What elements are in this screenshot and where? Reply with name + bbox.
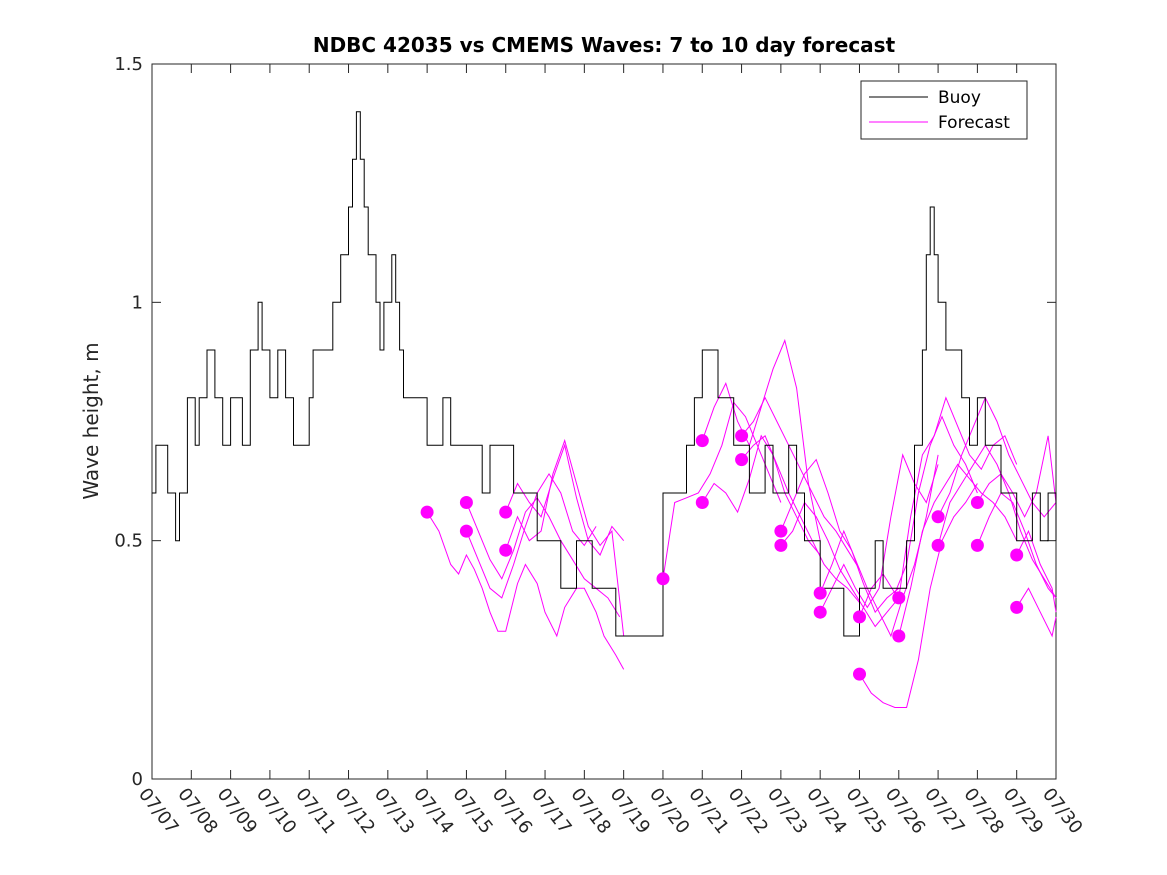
forecast-series-line bbox=[780, 501, 900, 628]
forecast-series-line bbox=[426, 511, 625, 670]
forecast-start-point bbox=[892, 591, 906, 605]
forecast-start-point bbox=[499, 543, 513, 557]
forecast-series-line bbox=[741, 434, 860, 603]
forecast-start-point bbox=[970, 538, 984, 552]
legend-forecast-label: Forecast bbox=[938, 113, 1010, 133]
y-axis-label: Wave height, m bbox=[79, 342, 103, 499]
forecast-start-points bbox=[420, 429, 1024, 681]
forecast-start-point bbox=[420, 505, 434, 519]
forecast-series-line bbox=[701, 338, 821, 541]
forecast-start-point bbox=[735, 453, 749, 467]
forecast-series-line bbox=[465, 472, 597, 599]
forecast-start-point bbox=[774, 524, 788, 538]
forecast-start-point bbox=[1010, 548, 1024, 562]
forecast-series-line bbox=[741, 396, 860, 570]
forecast-start-point bbox=[892, 629, 906, 643]
forecast-start-point bbox=[931, 538, 945, 552]
forecast-start-point bbox=[459, 496, 473, 509]
legend-buoy-label: Buoy bbox=[938, 88, 981, 108]
forecast-series-line bbox=[1016, 529, 1057, 613]
legend: Buoy Forecast bbox=[860, 80, 1028, 140]
forecast-series-line bbox=[859, 415, 978, 618]
forecast-series-line bbox=[976, 492, 1057, 599]
forecast-start-point bbox=[1010, 600, 1024, 614]
plot-area bbox=[151, 63, 1057, 780]
legend-box bbox=[860, 80, 1028, 140]
forecast-start-point bbox=[931, 510, 945, 524]
forecast-start-point bbox=[853, 667, 866, 681]
forecast-series-line bbox=[505, 443, 625, 556]
forecast-start-point bbox=[695, 496, 709, 509]
forecast-series-line bbox=[937, 444, 1057, 599]
forecast-series-line bbox=[662, 401, 782, 579]
forecast-lines bbox=[426, 338, 1057, 708]
forecast-series-line bbox=[1016, 587, 1057, 638]
forecast-series-line bbox=[701, 434, 821, 556]
forecast-series-line bbox=[898, 396, 1018, 598]
forecast-start-point bbox=[813, 605, 827, 619]
forecast-series-line bbox=[465, 496, 621, 618]
forecast-series-line bbox=[898, 463, 1018, 637]
forecast-series-line bbox=[937, 396, 1057, 518]
forecast-start-point bbox=[813, 586, 827, 600]
forecast-start-point bbox=[853, 610, 866, 624]
y-tick-label: 0.5 bbox=[114, 531, 143, 552]
forecast-start-point bbox=[735, 429, 749, 443]
forecast-series-line bbox=[505, 438, 625, 637]
y-tick-label: 0 bbox=[132, 769, 143, 790]
forecast-series-line bbox=[819, 453, 939, 613]
forecast-start-point bbox=[774, 538, 788, 552]
y-tick-label: 1 bbox=[132, 292, 143, 313]
forecast-start-point bbox=[499, 505, 513, 519]
forecast-series-line bbox=[859, 483, 978, 708]
forecast-series-line bbox=[780, 458, 900, 614]
forecast-start-point bbox=[459, 524, 473, 538]
forecast-start-point bbox=[656, 572, 670, 586]
forecast-series-line bbox=[976, 435, 1057, 518]
forecast-start-point bbox=[695, 434, 709, 448]
buoy-series-line bbox=[152, 111, 1057, 637]
buoy-line bbox=[152, 111, 1057, 637]
chart-title: NDBC 42035 vs CMEMS Waves: 7 to 10 day f… bbox=[313, 33, 896, 57]
forecast-start-point bbox=[970, 496, 984, 509]
y-tick-label: 1.5 bbox=[114, 54, 143, 75]
